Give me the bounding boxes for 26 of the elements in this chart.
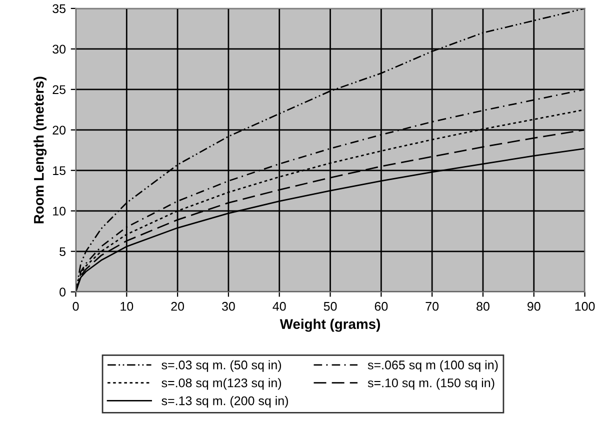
y-tick-label: 30 xyxy=(52,44,66,54)
x-tick-label: 30 xyxy=(222,302,235,311)
legend-label: s=.03 sq m. (50 sq in) xyxy=(162,360,282,372)
legend-label: s=.10 sq m. (150 sq in) xyxy=(368,378,494,390)
x-tick-label: 90 xyxy=(528,302,540,311)
x-tick-label: 60 xyxy=(374,302,388,311)
legend-label: s=.08 sq m(123 sq in) xyxy=(162,378,282,390)
x-axis-title: Weight (grams) xyxy=(280,318,380,332)
legend-label: s=.13 sq m. (200 sq in) xyxy=(162,396,288,408)
x-tick-label: 20 xyxy=(171,302,184,311)
x-tick-label: 70 xyxy=(426,302,439,311)
x-tick-label: 100 xyxy=(575,302,595,311)
y-tick-label: 10 xyxy=(53,206,66,216)
x-tick-label: 10 xyxy=(120,302,134,311)
y-tick-label: 20 xyxy=(52,126,66,135)
y-tick-label: 25 xyxy=(52,85,66,94)
y-axis-title: Room Length (meters) xyxy=(34,76,47,224)
y-tick-label: 0 xyxy=(60,288,66,297)
x-tick-label: 0 xyxy=(72,302,79,311)
x-tick-label: 40 xyxy=(272,302,286,311)
y-tick-label: 15 xyxy=(53,166,66,176)
y-tick-label: 5 xyxy=(60,247,66,256)
x-tick-label: 80 xyxy=(476,302,490,311)
legend-label: s=.065 sq m (100 sq in) xyxy=(368,360,498,372)
y-tick-label: 35 xyxy=(52,4,66,14)
x-tick-label: 50 xyxy=(324,302,337,311)
